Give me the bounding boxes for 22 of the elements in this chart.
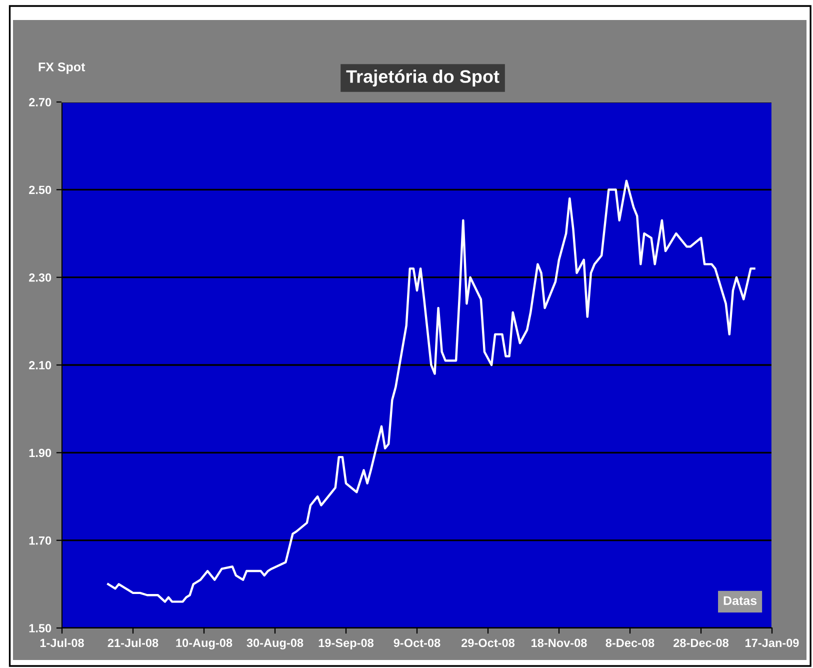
y-tick-label: 2.30 [29,273,52,282]
x-tick-label: 17-Jan-09 [746,638,799,648]
y-tick-label: 2.10 [29,361,52,370]
x-tick-label: 1-Jul-08 [40,638,84,648]
x-tick-label: 18-Nov-08 [532,638,587,648]
y-tick-label: 2.50 [29,186,52,194]
y-tick-label: 1.90 [29,448,52,458]
x-tick-label: 19-Sep-08 [318,638,374,650]
x-tick-label: 30-Aug-08 [246,638,304,650]
x-tick-label: 10-Aug-08 [176,638,232,650]
y-tick-label: 1.50 [29,624,52,632]
chart-title: Trajetória do Spot [346,70,500,86]
line-series [107,180,756,603]
x-axis-title: Datas [724,596,757,606]
x-tick-label: 28-Dec-08 [674,638,729,648]
x-tick-label: 29-Oct-08 [462,638,515,648]
y-axis-title: FX Spot [38,62,86,74]
x-tick-label: 8-Dec-08 [606,638,654,648]
y-tick-label: 2.70 [29,98,52,106]
x-tick-label: 21-Jul-08 [108,638,158,648]
y-tick-label: 1.70 [29,536,52,545]
x-tick-label: 9-Oct-08 [394,638,440,648]
